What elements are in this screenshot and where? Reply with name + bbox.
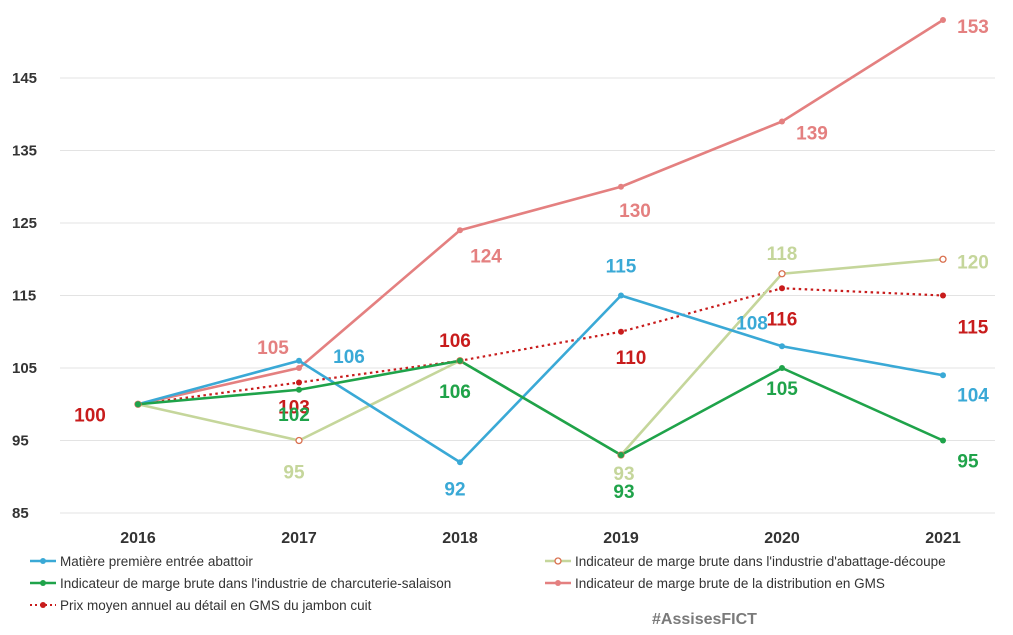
data-label: 102 <box>278 405 310 426</box>
data-point <box>618 452 624 458</box>
data-point <box>940 292 946 299</box>
legend-label: Matière première entrée abattoir <box>60 554 253 569</box>
x-tick-label: 2017 <box>281 530 317 547</box>
data-label: 115 <box>606 257 637 278</box>
series-line <box>137 18 944 406</box>
data-point <box>457 357 463 364</box>
data-point <box>940 17 946 23</box>
y-tick-label: 85 <box>12 505 29 522</box>
legend-marker <box>555 580 561 586</box>
legend-label: Indicateur de marge brute de la distribu… <box>575 576 885 591</box>
legend-label: Indicateur de marge brute dans l'industr… <box>575 554 946 569</box>
data-label: 103 <box>278 398 310 419</box>
data-point <box>779 343 785 350</box>
data-label: 108 <box>736 313 768 334</box>
data-label: 139 <box>796 124 828 145</box>
data-point <box>457 227 463 234</box>
series-lines <box>137 18 944 464</box>
data-label: 106 <box>439 382 471 403</box>
legend-label: Indicateur de marge brute dans l'industr… <box>60 576 451 591</box>
y-axis-ticks: 85 95 105 115 125 135 145 <box>12 70 37 522</box>
data-point <box>296 357 302 364</box>
data-point <box>939 255 947 263</box>
data-label: 116 <box>767 309 798 330</box>
legend-marker <box>40 558 46 564</box>
data-label: 115 <box>958 318 989 339</box>
data-point <box>618 183 624 190</box>
y-tick-label: 115 <box>12 288 36 305</box>
data-label: 104 <box>957 385 989 406</box>
series-points <box>134 17 947 466</box>
data-point <box>618 328 624 335</box>
series-line <box>137 294 944 464</box>
y-tick-label: 145 <box>12 70 37 87</box>
data-label: 95 <box>283 463 305 484</box>
gridlines <box>60 77 995 514</box>
data-label: 110 <box>616 348 647 369</box>
legend-marker <box>40 602 46 608</box>
data-point <box>135 401 141 408</box>
data-point <box>779 285 785 292</box>
data-point <box>296 386 302 393</box>
data-label: 100 <box>74 405 106 426</box>
y-tick-label: 95 <box>12 433 29 450</box>
data-label: 118 <box>767 244 798 265</box>
data-point <box>295 436 303 445</box>
data-point <box>940 437 946 444</box>
y-tick-label: 135 <box>12 143 37 160</box>
data-point <box>457 459 463 466</box>
data-label: 106 <box>439 382 471 403</box>
data-point <box>940 372 946 379</box>
x-tick-label: 2020 <box>764 530 800 547</box>
data-point <box>779 118 785 125</box>
data-label: 105 <box>766 379 798 400</box>
data-label: 130 <box>619 201 651 222</box>
watermark: #AssisesFICT <box>652 611 757 628</box>
x-tick-label: 2018 <box>442 530 478 547</box>
data-label: 106 <box>439 331 471 352</box>
data-label: 95 <box>957 452 979 473</box>
data-label: 93 <box>613 482 634 503</box>
legend: Matière première entrée abattoir Indicate… <box>30 554 946 613</box>
data-label: 92 <box>444 479 465 500</box>
y-tick-label: 105 <box>12 360 37 377</box>
data-label: 93 <box>613 464 634 485</box>
series-line <box>137 359 944 457</box>
legend-marker <box>554 557 562 565</box>
x-tick-label: 2021 <box>925 530 961 547</box>
x-tick-label: 2019 <box>603 530 639 547</box>
data-label: 105 <box>257 338 289 359</box>
x-tick-label: 2016 <box>120 530 156 547</box>
data-label: 120 <box>957 252 989 273</box>
data-point <box>618 292 624 299</box>
data-label: 124 <box>470 246 502 267</box>
data-point <box>779 365 785 371</box>
legend-marker <box>40 580 46 586</box>
data-label: 106 <box>333 347 365 368</box>
x-axis-ticks: 2016 2017 2018 2019 2020 2021 <box>120 530 961 547</box>
y-tick-label: 125 <box>12 215 37 232</box>
data-point <box>296 365 302 371</box>
legend-label: Prix moyen annuel au détail en GMS du ja… <box>60 598 372 613</box>
data-point <box>296 379 302 386</box>
data-label: 153 <box>957 17 989 38</box>
data-labels: 100 103 106 110 116 115 105 124 130 139 153 95 106 93… <box>74 17 989 503</box>
data-point <box>778 270 786 278</box>
